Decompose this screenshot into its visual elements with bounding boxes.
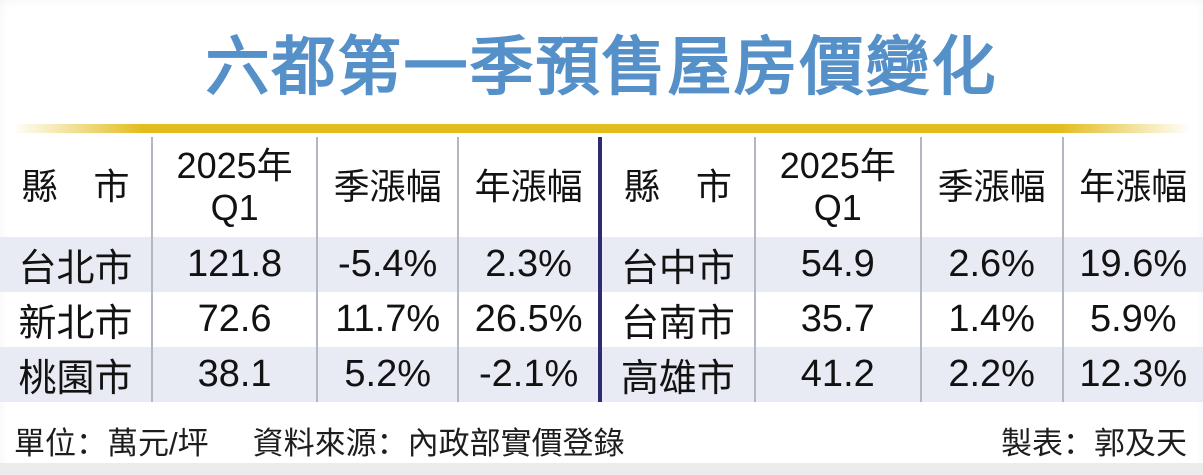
- cell-yoy: -2.1%: [459, 347, 598, 402]
- cell-q1: 38.1: [153, 347, 319, 402]
- table-left: 縣 市 2025年 Q1 季漲幅 年漲幅 台北市 121.8 -5.4% 2.3…: [0, 137, 598, 402]
- cell-qoq: 2.2%: [921, 347, 1064, 402]
- cell-qoq: 1.4%: [922, 292, 1064, 347]
- cell-q1: 41.2: [755, 347, 922, 402]
- page-title: 六都第一季預售屋房價變化: [205, 31, 998, 103]
- cell-qoq: 5.2%: [318, 347, 460, 402]
- cell-yoy: 5.9%: [1089, 298, 1177, 340]
- col-header-qoq: 季漲幅: [318, 137, 460, 237]
- cell-qoq: -5.4%: [318, 237, 460, 292]
- col-header-yoy: 年漲幅: [1079, 166, 1188, 207]
- col-header-city: 縣 市: [602, 137, 756, 237]
- cell-city: 新北市: [0, 292, 154, 347]
- footer: 單位：萬元/坪 資料來源：內政部實價登錄 製表：郭及天: [14, 418, 1187, 463]
- cell-city: 高雄市: [602, 347, 756, 402]
- cell-yoy: 12.3%: [1063, 347, 1203, 402]
- center-divider-line: [598, 137, 602, 402]
- footer-source: 資料來源：內政部實價登錄: [252, 426, 625, 461]
- cell-q1: 35.7: [756, 292, 922, 347]
- table-right: 縣 市 2025年 Q1 季漲幅 年漲幅 台中市 54.9 2.6% 19.6%…: [602, 137, 1203, 402]
- accent-rule: [12, 124, 1191, 133]
- cell-yoy: 2.3%: [459, 237, 598, 292]
- cell-qoq: 11.7%: [318, 292, 460, 347]
- price-table: 縣 市 2025年 Q1 季漲幅 年漲幅 台北市 121.8 -5.4% 2.3…: [0, 137, 1203, 402]
- cell-city: 台北市: [0, 237, 154, 292]
- col-header-yoy: 年漲幅: [474, 166, 583, 207]
- col-header-city: 縣 市: [0, 137, 154, 237]
- col-header-qoq: 季漲幅: [922, 137, 1064, 237]
- cell-q1: 54.9: [755, 237, 922, 292]
- cell-yoy: 19.6%: [1063, 237, 1203, 292]
- col-header-q1: 2025年 Q1: [153, 137, 319, 237]
- cell-q1: 72.6: [153, 292, 319, 347]
- cell-city: 桃園市: [0, 347, 154, 402]
- cell-yoy: 26.5%: [474, 298, 583, 340]
- footer-unit: 單位：萬元/坪: [14, 426, 209, 461]
- footer-left-group: 單位：萬元/坪 資料來源：內政部實價登錄: [14, 418, 625, 463]
- footer-credit: 製表：郭及天: [1001, 426, 1187, 461]
- col-header-q1: 2025年 Q1: [756, 137, 922, 237]
- cell-q1: 121.8: [153, 237, 319, 292]
- cell-qoq: 2.6%: [921, 237, 1064, 292]
- bottom-edge-band: [0, 463, 1203, 475]
- cell-city: 台中市: [602, 237, 756, 292]
- cell-city: 台南市: [602, 292, 756, 347]
